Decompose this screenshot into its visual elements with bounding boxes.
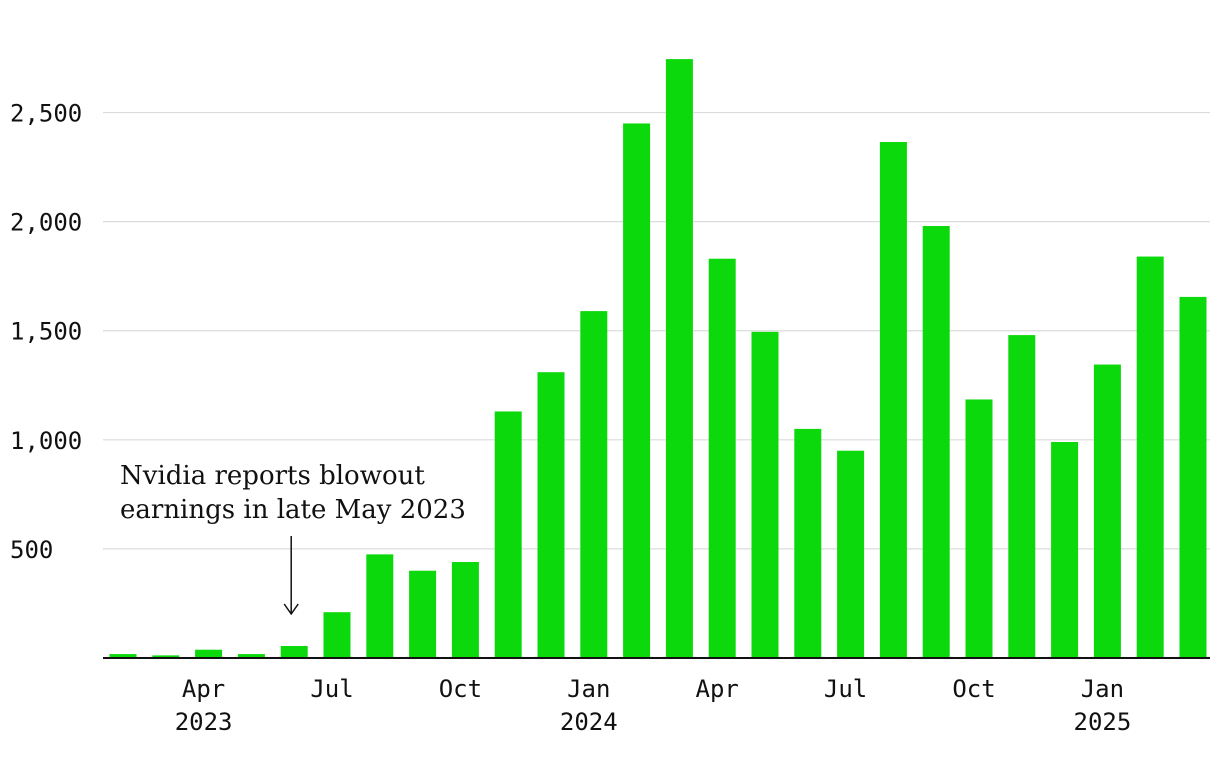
bar: [1093, 364, 1121, 658]
x-tick-label: Apr: [182, 675, 225, 703]
bar: [237, 654, 265, 658]
x-tick-label: Jan: [567, 675, 610, 703]
bar: [1051, 442, 1079, 658]
annotation-text-line-2: earnings in late May 2023: [120, 495, 466, 525]
x-axis-tick-labels: Apr 2023 Jul Oct Jan 2024 Apr Jul Oct Jan 2025: [175, 675, 1132, 736]
bars: [109, 59, 1207, 659]
bar: [879, 142, 907, 658]
bar: [494, 411, 522, 658]
bar: [751, 331, 779, 658]
bar: [1008, 335, 1036, 658]
bar: [708, 258, 736, 658]
bar: [366, 554, 394, 658]
y-tick-label: 2,000: [10, 209, 82, 237]
bar: [409, 570, 437, 658]
annotation: Nvidia reports blowout earnings in late …: [120, 461, 466, 616]
bar: [665, 59, 693, 659]
y-tick-label: 1,500: [10, 318, 82, 346]
x-tick-label: Jan: [1081, 675, 1124, 703]
bar: [794, 428, 822, 658]
x-tick-year-label: 2024: [560, 708, 618, 736]
x-tick-label: Jul: [310, 675, 353, 703]
y-axis-tick-labels: 500 1,000 1,500 2,000 2,500: [10, 100, 82, 564]
x-tick-label: Oct: [439, 675, 482, 703]
bar: [451, 562, 479, 658]
bar: [537, 372, 565, 658]
bar: [922, 226, 950, 658]
bar: [580, 311, 608, 658]
bar: [195, 649, 223, 658]
y-tick-label: 1,000: [10, 427, 82, 455]
x-tick-label: Apr: [696, 675, 739, 703]
y-tick-label: 2,500: [10, 100, 82, 128]
bar: [280, 646, 308, 658]
bar: [1136, 256, 1164, 658]
x-tick-label: Jul: [824, 675, 867, 703]
y-tick-label: 500: [10, 536, 53, 564]
bar: [623, 123, 651, 659]
bar: [1179, 296, 1207, 658]
bar: [837, 450, 865, 658]
bar: [323, 612, 351, 658]
bar: [152, 655, 180, 658]
x-tick-year-label: 2023: [175, 708, 233, 736]
x-tick-label: Oct: [952, 675, 995, 703]
x-tick-year-label: 2025: [1074, 708, 1132, 736]
annotation-arrow-head: [283, 603, 299, 616]
bar: [109, 654, 137, 658]
bar: [965, 399, 993, 658]
annotation-text-line-1: Nvidia reports blowout: [120, 461, 425, 491]
